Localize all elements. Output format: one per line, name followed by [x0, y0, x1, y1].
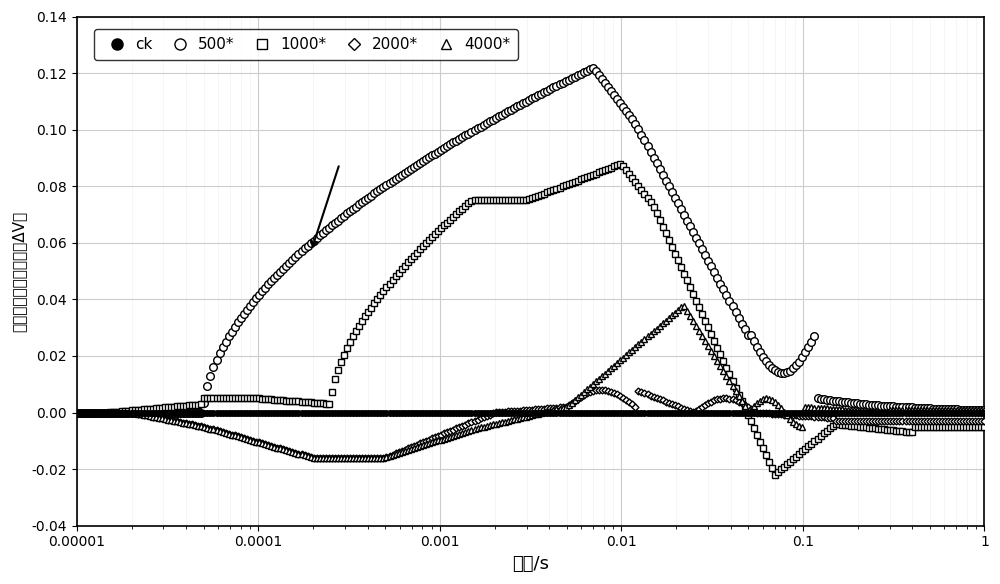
Legend: ck, 500*, 1000*, 2000*, 4000*: ck, 500*, 1000*, 2000*, 4000*: [94, 29, 518, 60]
X-axis label: 时间/s: 时间/s: [512, 555, 549, 573]
Y-axis label: 相对可变荧光的差值（ΔV）: 相对可变荧光的差值（ΔV）: [11, 211, 26, 332]
